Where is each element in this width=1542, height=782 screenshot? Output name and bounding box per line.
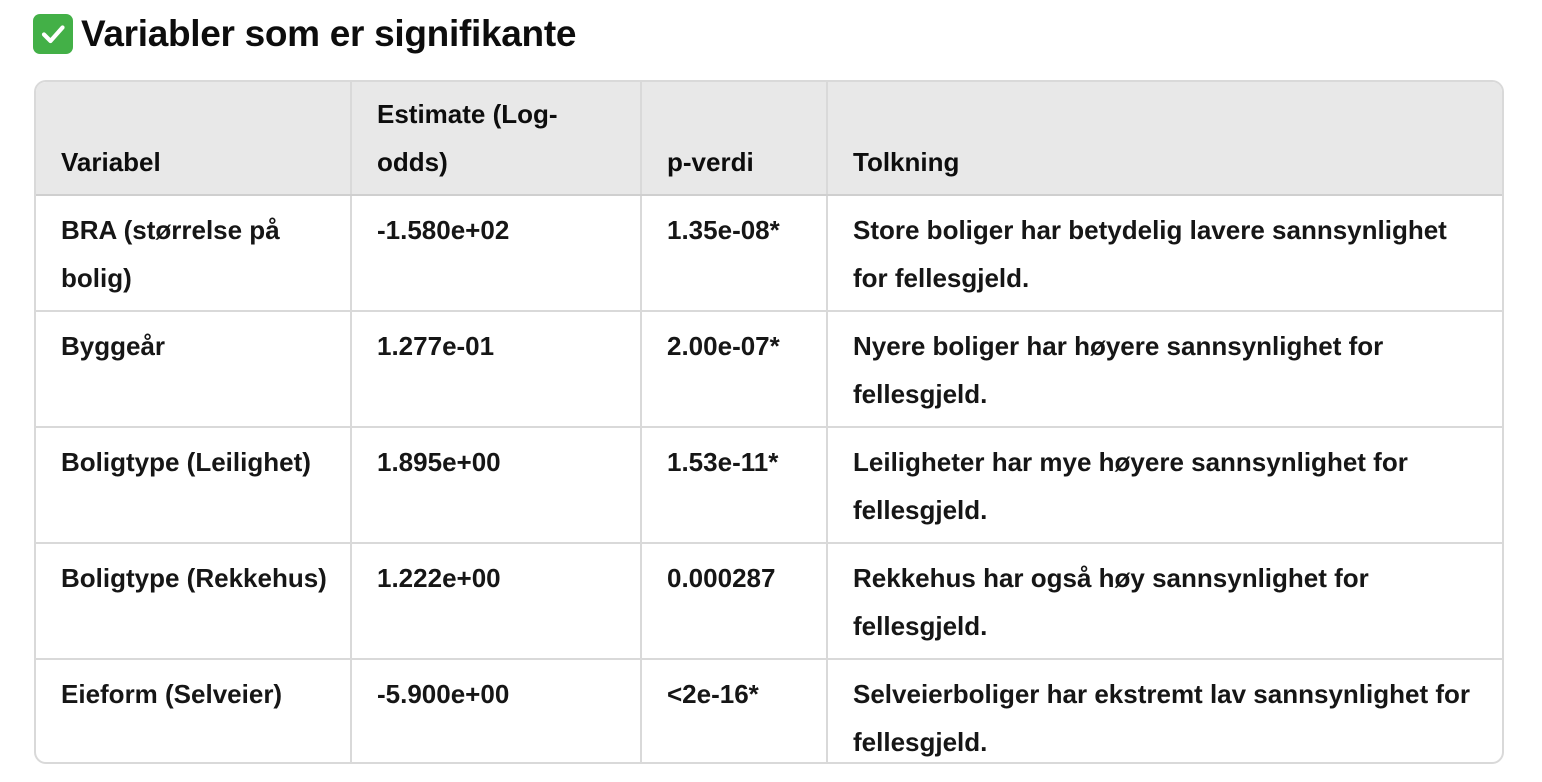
cell-tolkning: Nyere boliger har høyere sannsynlighet f… (827, 311, 1502, 428)
cell-estimate: 1.895e+00 (351, 427, 642, 544)
cell-p-verdi: 1.35e-08* (641, 195, 828, 312)
column-header-tolkning: Tolkning (827, 82, 1502, 196)
column-header-variabel: Variabel (36, 82, 352, 196)
table-row: Boligtype (Rekkehus) 1.222e+00 0.000287 … (36, 543, 1502, 660)
cell-variabel: BRA (størrelse på bolig) (36, 195, 352, 312)
results-table: Variabel Estimate (Log-odds) p-verdi Tol… (36, 82, 1502, 762)
table-row: Eieform (Selveier) -5.900e+00 <2e-16* Se… (36, 659, 1502, 762)
cell-variabel: Eieform (Selveier) (36, 659, 352, 762)
table-row: Byggeår 1.277e-01 2.00e-07* Nyere bolige… (36, 311, 1502, 428)
section-heading: Variabler som er signifikante (33, 8, 576, 60)
section-heading-text: Variabler som er signifikante (81, 13, 577, 54)
check-mark-button-icon (33, 14, 73, 54)
table-header-row: Variabel Estimate (Log-odds) p-verdi Tol… (36, 82, 1502, 196)
results-table-container: Variabel Estimate (Log-odds) p-verdi Tol… (34, 80, 1504, 764)
cell-estimate: -1.580e+02 (351, 195, 642, 312)
cell-variabel: Boligtype (Rekkehus) (36, 543, 352, 660)
table-row: Boligtype (Leilighet) 1.895e+00 1.53e-11… (36, 427, 1502, 544)
cell-estimate: 1.222e+00 (351, 543, 642, 660)
cell-tolkning: Selveierboliger har ekstremt lav sannsyn… (853, 679, 1471, 757)
cell-variabel: Byggeår (36, 311, 352, 428)
cell-p-verdi: 2.00e-07* (641, 311, 828, 428)
cell-p-verdi: 1.53e-11* (641, 427, 828, 544)
cell-p-verdi: 0.000287 (641, 543, 828, 660)
table-row: BRA (størrelse på bolig) -1.580e+02 1.35… (36, 195, 1502, 312)
column-header-estimate: Estimate (Log-odds) (351, 82, 642, 196)
cell-estimate: -5.900e+00 (351, 659, 642, 762)
cell-tolkning: Rekkehus har også høy sannsynlighet for … (827, 543, 1502, 660)
cell-p-verdi: <2e-16* (641, 659, 828, 762)
cell-tolkning: Leiligheter har mye høyere sannsynlighet… (827, 427, 1502, 544)
cell-variabel: Boligtype (Leilighet) (36, 427, 352, 544)
cell-estimate: 1.277e-01 (351, 311, 642, 428)
column-header-p-verdi: p-verdi (641, 82, 828, 196)
cell-tolkning: Store boliger har betydelig lavere sanns… (827, 195, 1502, 312)
